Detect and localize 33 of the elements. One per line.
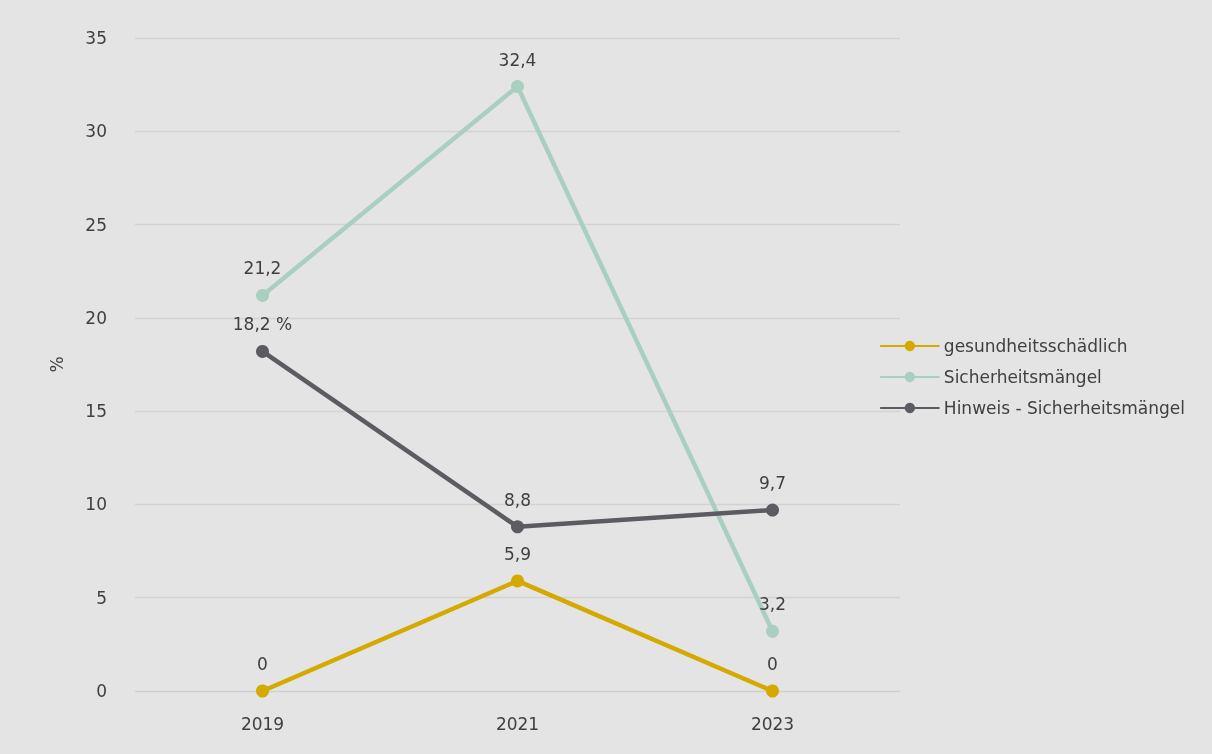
point (511, 574, 524, 588)
point (256, 684, 269, 698)
legend-label: Hinweis - Sicherheitsmängel (943, 398, 1185, 418)
y-tick-label: 0 (96, 681, 107, 701)
y-tick-label: 20 (85, 307, 107, 328)
data-label: 18,2 % (232, 314, 293, 335)
x-tick-label: 2019 (240, 713, 285, 734)
point (766, 624, 779, 638)
point (511, 520, 524, 534)
y-tick-label: 30 (85, 121, 107, 142)
data-label: 3,2 (758, 594, 787, 615)
y-tick-label: 35 (85, 28, 107, 48)
y-axis-title: % (46, 356, 67, 373)
point (766, 684, 779, 698)
y-tick-label: 5 (96, 587, 107, 608)
data-label: 21,2 (243, 258, 282, 279)
x-tick-label: 2021 (495, 713, 540, 734)
data-label: 9,7 (758, 473, 787, 494)
point (256, 288, 269, 302)
y-tick-label: 25 (85, 214, 107, 235)
point (511, 80, 524, 93)
data-label: 0 (257, 654, 268, 674)
data-label: 8,8 (503, 489, 532, 510)
point (256, 344, 269, 358)
y-tick-label: 15 (85, 401, 107, 422)
legend-label: gesundheitsschädlich (943, 336, 1128, 356)
x-tick-label: 2023 (750, 713, 795, 734)
point (766, 503, 779, 517)
data-label: 5,9 (503, 543, 532, 564)
data-label: 0 (767, 654, 778, 674)
legend-label: Sicherheitsmängel (943, 367, 1102, 387)
data-label: 32,4 (498, 49, 537, 70)
y-tick-label: 10 (85, 494, 107, 515)
